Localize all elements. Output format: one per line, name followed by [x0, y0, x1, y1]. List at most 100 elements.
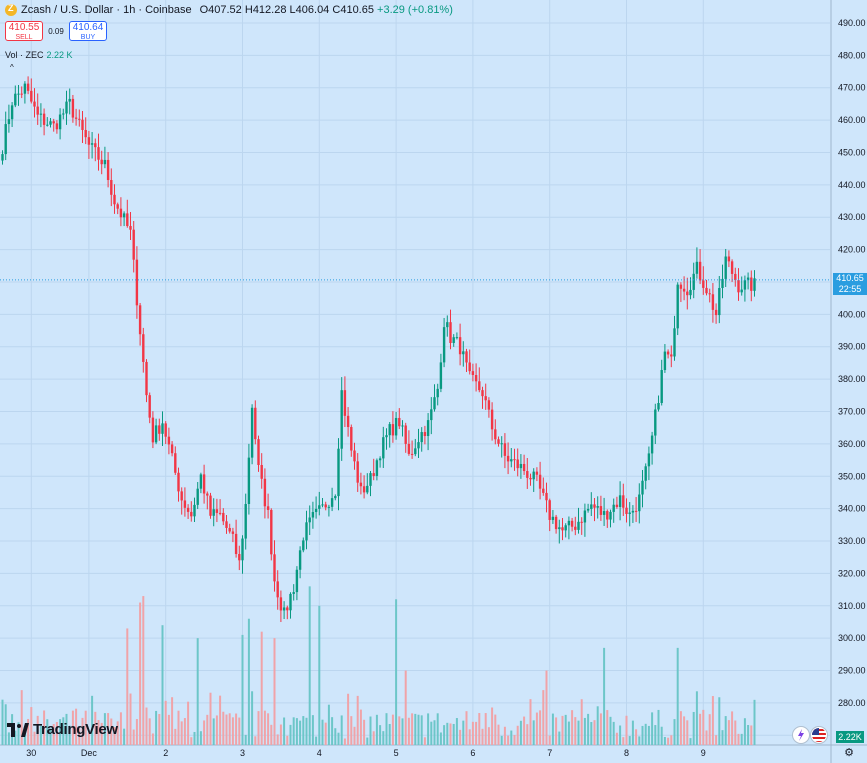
- volume-bar: [151, 733, 154, 745]
- candle-body: [148, 395, 151, 418]
- candle-body: [103, 159, 107, 165]
- x-tick-label: 8: [624, 748, 629, 758]
- y-tick-label: 360.00: [838, 439, 866, 449]
- candle-body: [545, 492, 548, 501]
- volume-bar: [263, 710, 266, 745]
- volume-bar: [327, 704, 330, 745]
- candle-body: [503, 443, 507, 456]
- candle-body: [522, 463, 526, 472]
- volume-bar: [196, 638, 199, 745]
- settings-gear-icon[interactable]: ⚙: [844, 747, 854, 759]
- candle-body: [106, 159, 110, 181]
- candle-body: [634, 510, 638, 512]
- volume-bar: [686, 720, 689, 745]
- candle-body: [353, 450, 356, 462]
- candle-body: [743, 280, 747, 290]
- candle-body: [225, 521, 228, 528]
- volume-bar: [311, 715, 314, 745]
- candle-body: [660, 370, 663, 403]
- candle-body: [622, 495, 625, 508]
- candle-body: [375, 460, 379, 476]
- candle-body: [417, 442, 420, 449]
- candle-body: [132, 229, 135, 260]
- candle-body: [308, 517, 311, 523]
- candle-body: [465, 351, 468, 363]
- volume-bar: [123, 728, 126, 745]
- candle-body: [26, 83, 30, 91]
- tradingview-logo[interactable]: TradingView: [7, 721, 118, 738]
- candle-body: [145, 361, 148, 396]
- volume-bar: [721, 730, 724, 745]
- candle-body: [641, 480, 644, 495]
- buy-button[interactable]: 410.64 BUY: [69, 21, 107, 41]
- candle-body: [186, 507, 190, 512]
- symbol-title[interactable]: Zcash / U.S. Dollar · 1h · Coinbase: [21, 4, 192, 16]
- volume-bar: [708, 714, 711, 745]
- volume-bar: [369, 716, 372, 745]
- volume-bar: [635, 729, 638, 745]
- volume-bar: [388, 723, 391, 745]
- volume-bar: [529, 699, 532, 745]
- candle-body: [90, 143, 94, 145]
- volume-bar: [455, 718, 458, 745]
- candle-body: [481, 390, 484, 397]
- volume-bar: [519, 720, 522, 745]
- candle-body: [183, 500, 187, 508]
- volume-bar: [366, 737, 369, 745]
- candle-body: [535, 471, 539, 475]
- volume-bar: [164, 700, 167, 745]
- volume-bar: [702, 709, 705, 745]
- volume-bar: [215, 715, 218, 745]
- volume-indicator-legend[interactable]: Vol · ZEC 2.22 K: [5, 50, 73, 60]
- volume-bar: [532, 720, 535, 745]
- trade-panel: 410.55 SELL 0.09 410.64 BUY: [5, 21, 107, 41]
- candle-body: [151, 417, 155, 443]
- sell-button[interactable]: 410.55 SELL: [5, 21, 43, 41]
- symbol-header[interactable]: Zcash / U.S. Dollar · 1h · Coinbase O407…: [5, 3, 453, 16]
- candle-body: [618, 495, 622, 507]
- volume-bar: [350, 716, 353, 745]
- volume-bar: [433, 720, 436, 745]
- candle-body: [436, 388, 439, 398]
- y-tick-label: 420.00: [838, 245, 866, 255]
- candle-body: [561, 527, 564, 531]
- candle-body: [177, 472, 180, 492]
- candle-body: [254, 407, 257, 440]
- y-tick-label: 400.00: [838, 309, 866, 319]
- candle-body: [612, 504, 615, 512]
- collapse-icon[interactable]: ^: [10, 63, 14, 72]
- candle-body: [430, 409, 433, 421]
- candle-body: [362, 486, 366, 493]
- candle-body: [17, 93, 20, 95]
- candle-body: [282, 607, 286, 611]
- volume-bar: [193, 731, 196, 745]
- volume-bar: [545, 670, 548, 745]
- volume-bar: [507, 735, 510, 745]
- volume-bar: [705, 730, 708, 745]
- volume-bar: [356, 695, 359, 745]
- volume-bar: [679, 711, 682, 745]
- candle-body: [161, 423, 164, 434]
- volume-bar: [401, 718, 404, 745]
- candle-body: [609, 511, 612, 520]
- usa-flag-icon[interactable]: [810, 726, 828, 744]
- volume-bar: [436, 713, 439, 745]
- candle-body: [394, 417, 398, 436]
- flash-icon[interactable]: [792, 726, 810, 744]
- volume-bar: [75, 708, 78, 745]
- candle-body: [119, 208, 123, 218]
- volume-bar: [84, 710, 87, 745]
- volume-bar: [27, 718, 30, 745]
- candle-body: [727, 256, 731, 262]
- candle-body: [346, 415, 350, 428]
- volume-bar: [516, 725, 519, 745]
- tradingview-logo-icon: [7, 722, 29, 737]
- candle-body: [462, 351, 465, 355]
- candle-body: [484, 396, 487, 401]
- volume-bar: [238, 717, 241, 745]
- volume-bar: [225, 714, 228, 745]
- volume-bar: [542, 690, 545, 745]
- candle-body: [129, 226, 132, 230]
- candle-body: [202, 474, 206, 494]
